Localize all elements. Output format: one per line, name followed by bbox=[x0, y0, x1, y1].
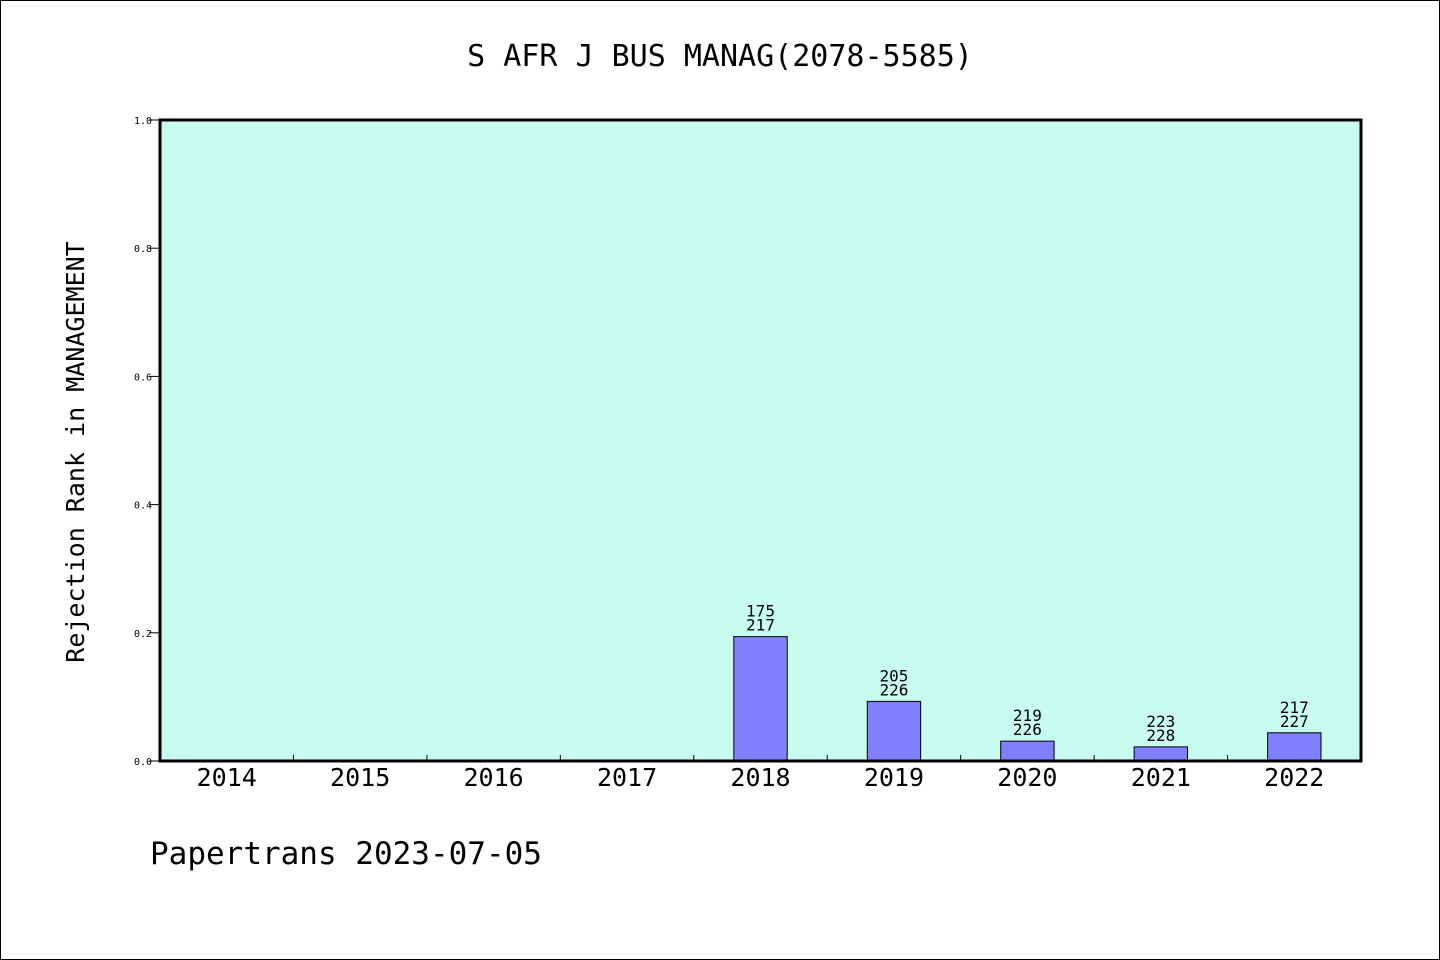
x-tick-label: 2017 bbox=[597, 763, 657, 792]
bar-2021 bbox=[1133, 746, 1189, 762]
bar-label-upper: 219 bbox=[1013, 706, 1042, 725]
y-tick-label: 0.6 bbox=[134, 372, 152, 383]
x-tick-label: 2020 bbox=[997, 763, 1057, 792]
bar-label-lower: 226 bbox=[1013, 720, 1042, 739]
y-axis: 0.0 0.2 0.4 0.6 0.8 1.0 bbox=[134, 116, 160, 768]
bar-2020 bbox=[1000, 740, 1055, 762]
y-tick-label: 0.2 bbox=[134, 629, 152, 640]
x-tick-label: 2016 bbox=[464, 763, 524, 792]
x-tick-label: 2014 bbox=[197, 763, 257, 792]
y-tick-label: 0.0 bbox=[134, 757, 152, 768]
bar-label-upper: 217 bbox=[1280, 698, 1309, 717]
x-tick-label: 2021 bbox=[1131, 763, 1191, 792]
bar-label-upper: 175 bbox=[746, 602, 775, 621]
bar-label-lower: 217 bbox=[746, 616, 775, 635]
x-tick-label: 2015 bbox=[330, 763, 390, 792]
bar-label-lower: 227 bbox=[1280, 712, 1309, 731]
y-tick-label: 0.8 bbox=[134, 244, 152, 255]
y-axis-label: Rejection Rank in MANAGEMENT bbox=[61, 241, 90, 662]
bar-2019 bbox=[866, 700, 922, 762]
bar-label-lower: 228 bbox=[1146, 726, 1175, 745]
x-tick-label: 2019 bbox=[864, 763, 924, 792]
y-tick-label: 0.4 bbox=[134, 501, 152, 512]
x-axis: 2014 2015 2016 2017 2018 2019 2020 2021 2022 bbox=[197, 755, 1324, 792]
x-tick-label: 2022 bbox=[1264, 763, 1324, 792]
chart-title: S AFR J BUS MANAG(2078-5585) bbox=[467, 39, 973, 74]
bar-2018 bbox=[733, 636, 788, 762]
bar-2022 bbox=[1267, 732, 1322, 762]
footer-text: Papertrans 2023-07-05 bbox=[150, 836, 542, 872]
bar-label-lower: 226 bbox=[879, 680, 908, 699]
bars-group bbox=[733, 636, 1322, 762]
bar-label-upper: 205 bbox=[879, 666, 908, 685]
x-tick-label: 2018 bbox=[730, 763, 790, 792]
y-tick-label: 1.0 bbox=[134, 116, 152, 127]
bar-label-upper: 223 bbox=[1146, 712, 1175, 731]
plot-border bbox=[158, 118, 1363, 763]
